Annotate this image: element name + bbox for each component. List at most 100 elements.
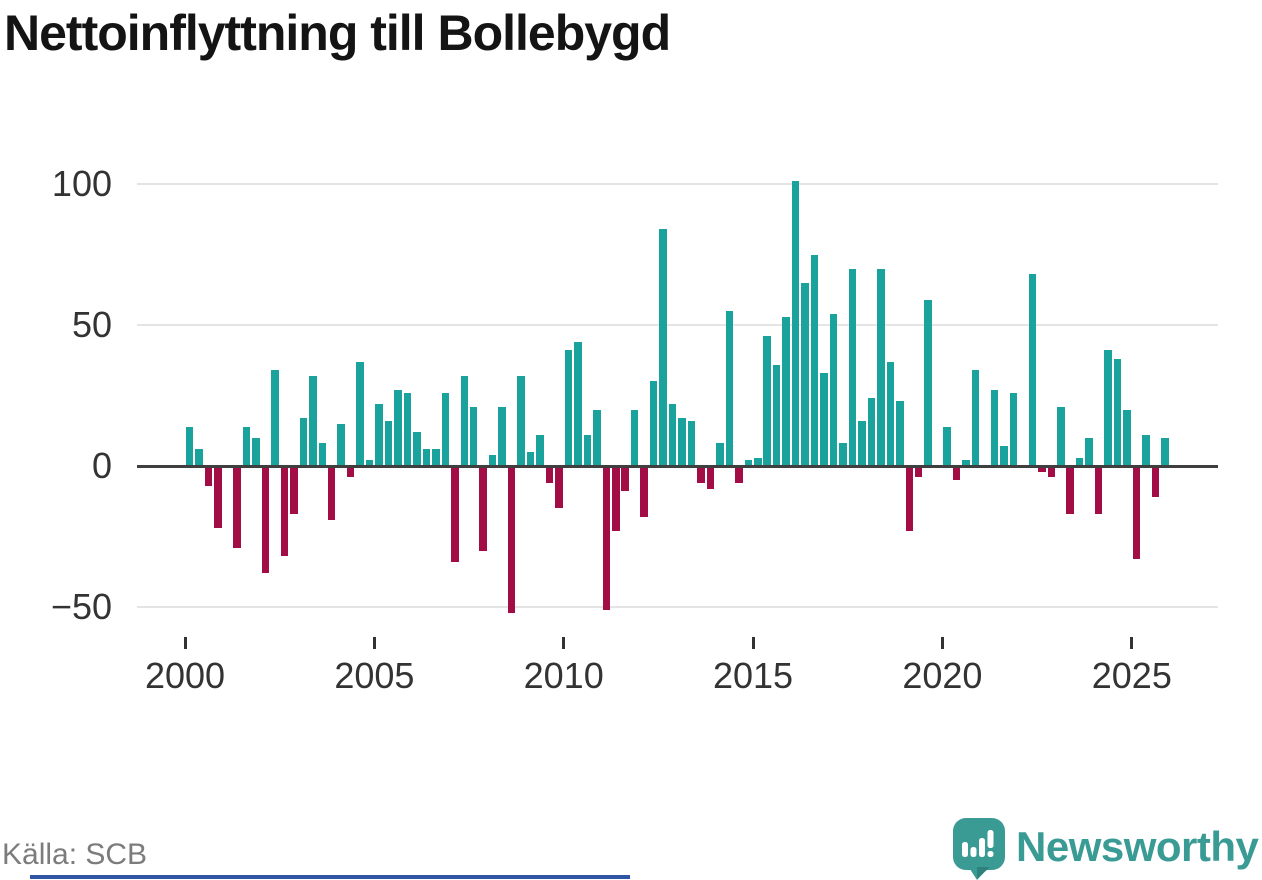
chart-title: Nettoinflyttning till Bollebygd bbox=[4, 5, 671, 61]
bar-2025-q3 bbox=[1151, 466, 1160, 497]
bar-2007-q2 bbox=[460, 375, 469, 466]
bar-2014-q1 bbox=[716, 443, 724, 466]
bar-2023-q4 bbox=[1085, 437, 1093, 466]
bar-2000-q1 bbox=[185, 426, 194, 466]
bar-2016-q3 bbox=[810, 254, 819, 466]
bar-2025-q1 bbox=[1132, 466, 1141, 560]
x-tick-2020 bbox=[940, 637, 944, 649]
bar-2013-q4 bbox=[706, 466, 715, 489]
bar-2022-q3 bbox=[1038, 466, 1046, 472]
bar-2001-q4 bbox=[252, 437, 260, 466]
bar-2012-q4 bbox=[668, 404, 677, 466]
bar-2019-q3 bbox=[924, 299, 932, 466]
bar-2009-q2 bbox=[536, 435, 544, 466]
bar-2021-q4 bbox=[1009, 392, 1018, 466]
bar-2013-q2 bbox=[687, 420, 696, 466]
gridline-100 bbox=[137, 183, 1218, 185]
bar-2001-q2 bbox=[233, 466, 241, 548]
bar-2014-q4 bbox=[744, 460, 753, 466]
newsworthy-wordmark: Newsworthy bbox=[1016, 823, 1259, 870]
bar-2004-q1 bbox=[337, 423, 345, 466]
bar-2000-q3 bbox=[204, 466, 213, 486]
bar-2006-q3 bbox=[432, 449, 440, 466]
bar-2006-q2 bbox=[422, 449, 431, 466]
x-tick-2010 bbox=[562, 637, 566, 649]
bar-2018-q2 bbox=[877, 268, 885, 466]
bar-2011-q2 bbox=[612, 466, 620, 531]
bar-2025-q4 bbox=[1161, 437, 1169, 466]
bar-2008-q4 bbox=[517, 375, 525, 466]
bar-2023-q2 bbox=[1066, 466, 1074, 514]
bar-2009-q3 bbox=[545, 466, 554, 483]
bar-2017-q4 bbox=[858, 420, 866, 466]
bar-2019-q1 bbox=[905, 466, 914, 531]
bar-2020-q4 bbox=[971, 370, 980, 466]
bar-2015-q4 bbox=[782, 316, 790, 466]
bottom-accent-bar bbox=[30, 875, 630, 879]
bar-2021-q3 bbox=[1000, 446, 1008, 466]
bar-2010-q2 bbox=[574, 341, 582, 466]
bar-2004-q2 bbox=[346, 466, 355, 478]
bar-2011-q4 bbox=[630, 409, 639, 466]
bar-2018-q4 bbox=[896, 401, 904, 466]
y-tick-label-0: 0 bbox=[91, 445, 112, 486]
bar-2007-q4 bbox=[479, 466, 487, 551]
bar-2007-q1 bbox=[451, 466, 459, 562]
bar-2017-q2 bbox=[839, 443, 847, 466]
bar-2012-q3 bbox=[659, 229, 667, 466]
bar-2018-q1 bbox=[867, 398, 876, 466]
bar-2008-q1 bbox=[488, 454, 497, 466]
bar-2015-q2 bbox=[763, 336, 771, 466]
bar-2013-q1 bbox=[678, 418, 686, 466]
y-tick-label-100: 100 bbox=[51, 163, 112, 204]
bar-2010-q3 bbox=[583, 435, 592, 466]
bar-2010-q4 bbox=[593, 409, 601, 466]
bar-2024-q3 bbox=[1113, 358, 1122, 466]
x-tick-label-2025: 2025 bbox=[1091, 655, 1172, 696]
bar-2002-q4 bbox=[290, 466, 298, 514]
bar-2012-q1 bbox=[640, 466, 648, 517]
bar-2002-q2 bbox=[271, 370, 279, 466]
x-tick-label-2020: 2020 bbox=[902, 655, 983, 696]
bar-2004-q3 bbox=[356, 361, 364, 466]
bar-2003-q4 bbox=[327, 466, 336, 520]
y-tick-label--50: −50 bbox=[50, 586, 112, 627]
bar-2005-q1 bbox=[375, 404, 383, 466]
bar-2003-q3 bbox=[318, 443, 327, 466]
bar-2005-q4 bbox=[403, 392, 412, 466]
source-caption: Källa: SCB bbox=[2, 838, 148, 871]
bar-2020-q2 bbox=[952, 466, 961, 481]
bar-2023-q3 bbox=[1075, 457, 1084, 466]
bar-chart-glyph bbox=[962, 830, 994, 857]
bar-2003-q1 bbox=[299, 418, 308, 466]
bar-2020-q3 bbox=[962, 460, 970, 466]
bar-2023-q1 bbox=[1057, 406, 1065, 466]
bar-2024-q1 bbox=[1094, 466, 1103, 514]
bar-2015-q3 bbox=[772, 364, 781, 466]
bar-2000-q2 bbox=[195, 449, 203, 466]
bar-2014-q2 bbox=[725, 310, 734, 466]
bar-2009-q1 bbox=[526, 451, 535, 466]
bar-2011-q1 bbox=[602, 466, 611, 610]
bar-2019-q2 bbox=[914, 466, 923, 478]
bar-2001-q3 bbox=[242, 426, 251, 466]
bar-2022-q2 bbox=[1028, 274, 1037, 466]
zero-axis-line bbox=[137, 464, 1218, 468]
x-tick-2015 bbox=[751, 637, 755, 649]
bar-2012-q2 bbox=[649, 381, 658, 466]
x-tick-2000 bbox=[183, 637, 187, 649]
bar-2020-q1 bbox=[943, 426, 951, 466]
x-tick-label-2005: 2005 bbox=[334, 655, 415, 696]
bar-2005-q2 bbox=[384, 420, 393, 466]
bar-2017-q3 bbox=[848, 268, 857, 466]
bar-2022-q4 bbox=[1047, 466, 1056, 478]
bar-2002-q3 bbox=[280, 466, 289, 557]
bar-2003-q2 bbox=[309, 375, 317, 466]
bar-2024-q2 bbox=[1104, 350, 1112, 466]
bar-2011-q3 bbox=[621, 466, 629, 492]
newsworthy-bubble-icon bbox=[953, 818, 1005, 880]
bar-2017-q1 bbox=[829, 313, 838, 466]
bar-2004-q4 bbox=[365, 460, 374, 466]
bar-2016-q1 bbox=[791, 181, 800, 466]
